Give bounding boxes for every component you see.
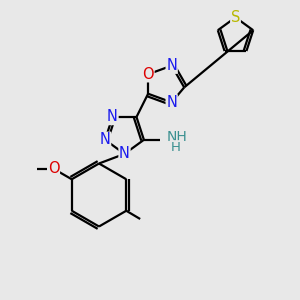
Text: H: H bbox=[170, 141, 180, 154]
Text: S: S bbox=[231, 10, 240, 25]
Text: N: N bbox=[100, 132, 110, 147]
Text: N: N bbox=[166, 58, 177, 73]
Text: O: O bbox=[142, 67, 154, 82]
Text: NH: NH bbox=[167, 130, 187, 144]
Text: N: N bbox=[119, 146, 130, 161]
Text: O: O bbox=[48, 161, 59, 176]
Text: N: N bbox=[107, 110, 118, 124]
Text: N: N bbox=[166, 95, 177, 110]
